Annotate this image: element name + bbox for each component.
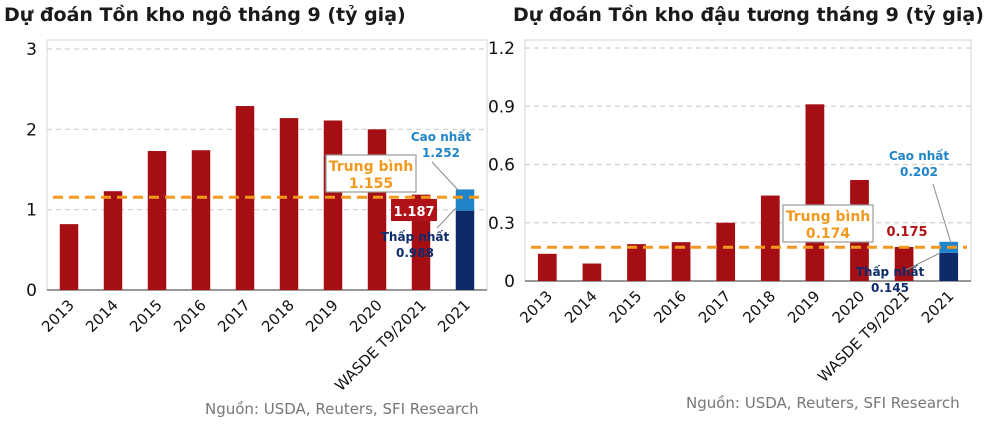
soy-xtick-label: 2014 [561,287,601,327]
soy-bar-2018 [760,195,780,281]
soy-xtick-label: 2021 [918,287,958,327]
soybean-source-note: Nguồn: USDA, Reuters, SFI Research [686,394,960,412]
soy-bar-2016 [671,242,691,281]
soy-high-title: Cao nhất [889,149,950,163]
corn-bar-2016 [191,150,211,290]
corn-bar-2014 [103,191,123,290]
soy-bar-2015 [627,244,646,281]
corn-bar-2019 [323,120,343,290]
corn-leader-line [431,161,459,191]
soy-xtick-label: 2019 [784,287,824,327]
soy-leader-line [932,183,952,244]
soy-bar-2021-low [939,252,959,281]
soy-low-value: 0.145 [871,281,909,295]
soy-wasde-value: 0.175 [886,225,927,240]
soy-high-value: 0.202 [900,165,938,179]
soy-bar-2014 [582,263,602,281]
soy-bar-2013 [537,253,557,281]
soy-average-box [782,204,874,243]
corn-average-title: Trung bình [329,159,414,175]
corn-wasde-label-bg [391,199,437,221]
corn-bar-2015 [147,151,167,290]
corn-bar-2013 [59,224,79,290]
corn-leader-line [436,207,457,229]
corn-bar-2020 [367,129,387,290]
corn-xtick-label: 2017 [214,296,254,336]
corn-average-box [325,154,417,193]
soy-ytick-label: 0.6 [488,156,515,176]
soy-ytick-label: 0.9 [488,97,515,117]
corn-xtick-label: 2018 [258,296,298,336]
corn-source-note: Nguồn: USDA, Reuters, SFI Research [205,400,479,418]
soy-xtick-label: 2017 [695,287,735,327]
corn-bar-2018 [279,118,299,290]
corn-xtick-label: 2013 [38,296,78,336]
corn-xtick-label: 2021 [434,296,474,336]
soybean-chart-title: Dự đoán Tồn kho đậu tương tháng 9 (tỷ gi… [513,4,984,26]
soy-bar-2019 [805,104,825,281]
soy-bar-wasdet92021 [894,247,914,281]
corn-low-value: 0.988 [396,246,434,260]
corn-high-title: Cao nhất [411,130,472,144]
soy-ytick-label: 1.2 [488,39,515,59]
soy-average-title: Trung bình [786,209,871,225]
corn-chart-title: Dự đoán Tồn kho ngô tháng 9 (tỷ giạ) [4,4,406,26]
corn-high-value: 1.252 [422,146,460,160]
corn-ytick-label: 0 [26,281,37,301]
corn-bar-2021-high [455,189,475,211]
soy-xtick-label: 2013 [516,287,556,327]
corn-xtick-label: 2019 [302,296,342,336]
corn-ytick-label: 3 [26,40,37,60]
corn-wasde-value: 1.187 [393,205,434,220]
corn-low-title: Thấp nhất [381,230,450,244]
soy-ytick-label: 0 [504,272,515,292]
corn-xtick-label: 2016 [170,296,210,336]
corn-ytick-label: 1 [26,201,37,221]
soy-xtick-label: 2020 [829,287,869,327]
soy-xtick-label: 2016 [650,287,690,327]
soy-ytick-label: 0.3 [488,214,515,234]
corn-average-value: 1.155 [349,176,393,192]
corn-ytick-label: 2 [26,120,37,140]
soy-low-title: Thấp nhất [856,265,925,279]
corn-xtick-label: 2015 [126,296,166,336]
soy-bar-2017 [716,222,736,281]
soy-average-value: 0.174 [806,226,851,242]
corn-bar-2021-low [455,210,475,290]
soy-leader-line [905,252,941,271]
soy-xtick-label: 2018 [739,287,779,327]
soy-xtick-label: 2015 [606,287,646,327]
corn-xtick-label: 2020 [346,296,386,336]
corn-xtick-label: 2014 [82,296,122,336]
